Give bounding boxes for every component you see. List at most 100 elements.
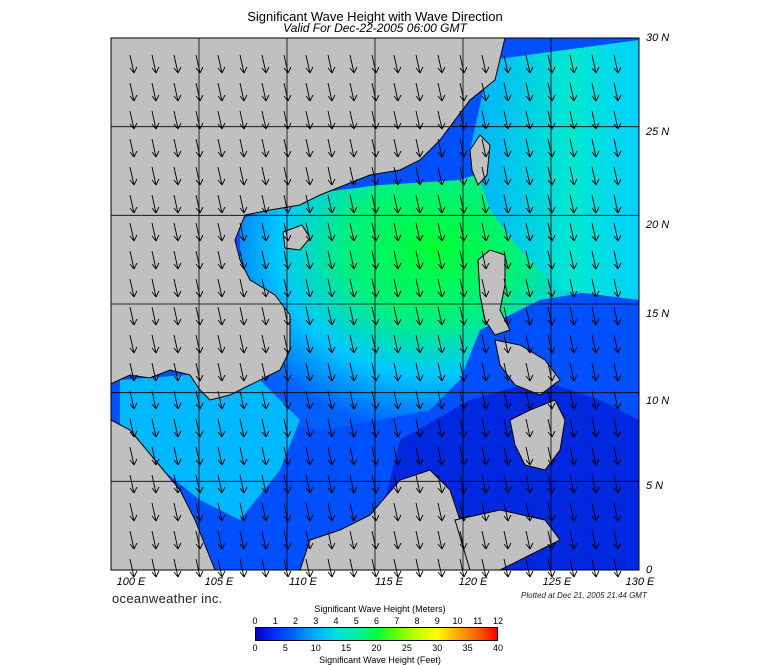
wave-arrow xyxy=(305,278,314,298)
lat-label: 15 N xyxy=(646,308,670,320)
wave-arrow xyxy=(547,278,556,298)
wave-arrow xyxy=(217,390,226,410)
wave-arrow xyxy=(547,502,556,522)
wave-arrow xyxy=(569,390,578,410)
wave-arrow xyxy=(503,362,512,382)
wave-arrow xyxy=(327,390,336,410)
wave-arrow xyxy=(481,390,490,410)
lon-label: 105 E xyxy=(204,576,234,588)
wave-arrow xyxy=(503,530,512,550)
wave-arrow xyxy=(129,166,138,186)
wave-arrow xyxy=(481,250,490,270)
wave-arrow xyxy=(393,82,402,102)
map-subtitle: Valid For Dec-22-2005 06:00 GMT xyxy=(283,21,467,35)
wave-arrow xyxy=(151,474,160,494)
wave-arrow xyxy=(459,222,468,242)
wave-arrow xyxy=(173,390,182,410)
wave-arrow xyxy=(305,54,314,74)
wave-arrow xyxy=(151,250,160,270)
wave-arrow xyxy=(525,278,534,298)
wave-arrow xyxy=(437,446,446,466)
wave-arrow xyxy=(547,82,556,102)
wave-arrow xyxy=(261,502,270,522)
wave-arrow xyxy=(239,418,248,438)
wave-arrow xyxy=(591,530,600,550)
land-taiwan xyxy=(469,134,491,186)
wave-arrow xyxy=(437,110,446,130)
wave-arrow xyxy=(349,306,358,326)
meters-tick: 6 xyxy=(373,616,380,626)
wave-arrow xyxy=(239,306,248,326)
wave-arrow xyxy=(217,138,226,158)
wave-arrow xyxy=(173,250,182,270)
lon-label: 120 E xyxy=(458,576,488,588)
wave-arrow xyxy=(217,418,226,438)
wave-arrow xyxy=(151,446,160,466)
feet-tick: 20 xyxy=(371,643,382,653)
wave-arrow xyxy=(437,194,446,214)
wave-arrow xyxy=(151,362,160,382)
wave-arrow xyxy=(239,446,248,466)
wave-arrow xyxy=(481,138,490,158)
wave-arrow xyxy=(459,362,468,382)
colorbar-feet-title: Significant Wave Height (Feet) xyxy=(319,655,441,665)
wave-arrow xyxy=(349,278,358,298)
wave-arrow xyxy=(173,222,182,242)
wave-arrow xyxy=(569,418,578,438)
wave-arrow xyxy=(239,362,248,382)
wave-arrow xyxy=(525,390,534,410)
wave-arrow xyxy=(173,502,182,522)
wave-arrow xyxy=(613,110,622,130)
wave-arrow xyxy=(503,278,512,298)
wave-arrow xyxy=(151,306,160,326)
wave-arrow xyxy=(305,222,314,242)
wave-arrow xyxy=(173,194,182,214)
wave-arrow xyxy=(129,558,138,578)
wave-arrow xyxy=(459,110,468,130)
wave-arrow xyxy=(239,138,248,158)
wave-arrow xyxy=(503,558,512,578)
wave-arrow xyxy=(305,502,314,522)
wave-arrow xyxy=(371,166,380,186)
wave-arrow xyxy=(525,446,534,466)
wave-arrow xyxy=(371,530,380,550)
wave-arrow xyxy=(591,362,600,382)
wave-arrow xyxy=(217,110,226,130)
wave-arrow xyxy=(415,502,424,522)
wave-arrow xyxy=(591,222,600,242)
wave-arrow xyxy=(283,446,292,466)
wave-arrow xyxy=(613,278,622,298)
wave-arrow xyxy=(591,502,600,522)
wave-arrow xyxy=(371,558,380,578)
lat-label: 20 N xyxy=(646,219,670,231)
wave-arrow xyxy=(459,138,468,158)
wave-arrow xyxy=(305,82,314,102)
wave-arrow xyxy=(283,166,292,186)
wave-arrow xyxy=(613,362,622,382)
wave-arrow xyxy=(327,474,336,494)
wave-arrow xyxy=(129,82,138,102)
wave-arrow xyxy=(371,362,380,382)
wave-arrow xyxy=(305,362,314,382)
wave-arrow xyxy=(525,306,534,326)
wave-arrow xyxy=(503,138,512,158)
wave-arrow xyxy=(415,194,424,214)
wave-arrow xyxy=(283,390,292,410)
wave-arrow xyxy=(415,362,424,382)
wave-arrow xyxy=(569,138,578,158)
wave-arrow xyxy=(591,390,600,410)
wave-arrow xyxy=(525,250,534,270)
wave-arrow xyxy=(393,474,402,494)
wave-arrow xyxy=(283,418,292,438)
wave-arrow xyxy=(481,82,490,102)
wave-arrow xyxy=(151,390,160,410)
wave-arrow xyxy=(547,222,556,242)
wave-arrow xyxy=(173,54,182,74)
wave-arrow xyxy=(371,446,380,466)
brand-logo-text: oceanweather inc. xyxy=(112,591,223,606)
wave-arrow xyxy=(261,110,270,130)
wave-arrow xyxy=(217,474,226,494)
wave-arrow xyxy=(305,446,314,466)
wave-arrow xyxy=(129,306,138,326)
wave-arrow xyxy=(195,82,204,102)
